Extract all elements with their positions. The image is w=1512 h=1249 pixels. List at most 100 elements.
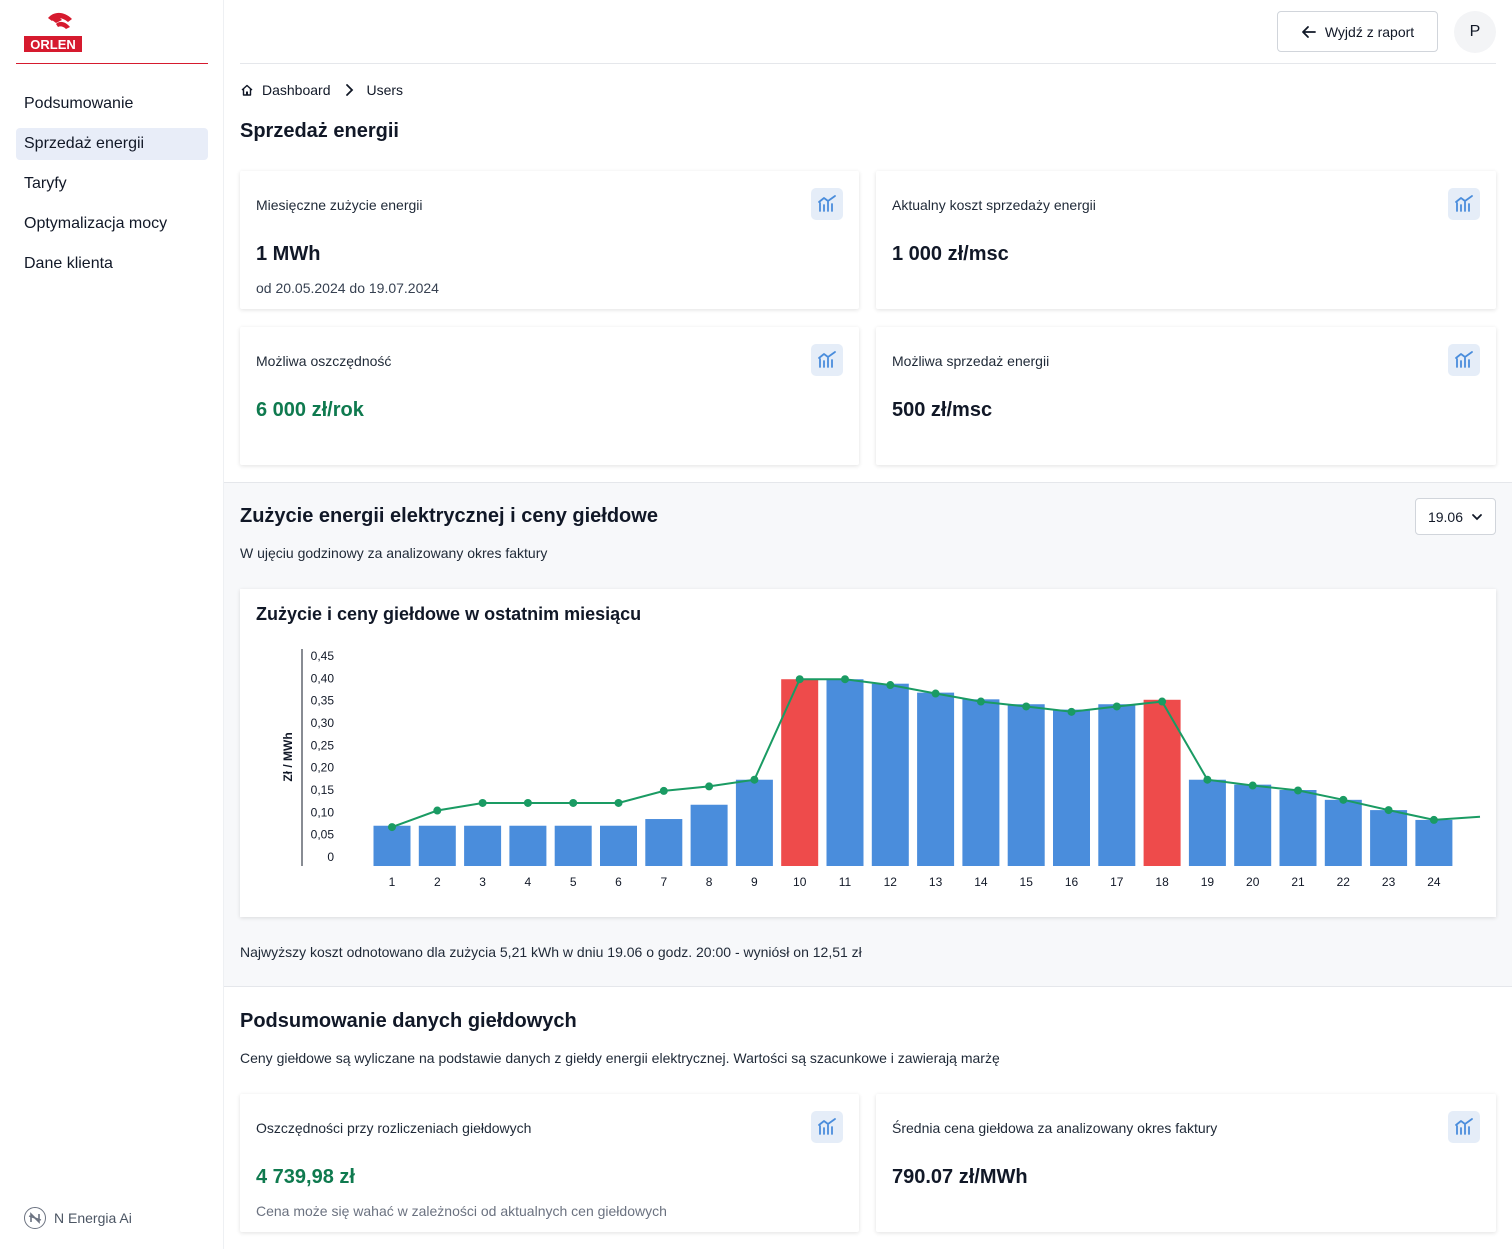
home-icon[interactable] [240, 83, 254, 97]
footer-brand-label: N Energia Ai [54, 1210, 132, 1226]
avatar[interactable]: P [1454, 11, 1496, 53]
card-current-cost: Aktualny koszt sprzedaży energii 1 000 z… [876, 171, 1496, 309]
price-point [1294, 786, 1302, 795]
arrow-left-icon [1301, 25, 1316, 38]
chart-icon[interactable] [811, 344, 843, 376]
chart-bar [1188, 779, 1226, 866]
price-point [795, 675, 804, 684]
chart-bar [1007, 704, 1045, 866]
exit-report-button[interactable]: Wyjdź z raport [1277, 11, 1438, 52]
card-stock-savings: Oszczędności przy rozliczeniach giełdowy… [240, 1094, 859, 1232]
x-tick-label: 2 [434, 875, 441, 889]
date-select-value: 19.06 [1427, 508, 1464, 525]
card-label: Miesięczne zużycie energii [256, 197, 423, 213]
sidebar-item-dane-klienta[interactable]: Dane klienta [24, 255, 113, 272]
x-tick-label: 3 [479, 875, 486, 889]
card-average-stock-price: Średnia cena giełdowa za analizowany okr… [876, 1094, 1496, 1232]
x-tick-label: 4 [525, 875, 532, 889]
card-label: Średnia cena giełdowa za analizowany okr… [892, 1120, 1218, 1136]
chart-icon[interactable] [1448, 1111, 1480, 1143]
stock-section-title: Podsumowanie danych giełdowych [240, 1010, 577, 1032]
price-point [750, 775, 759, 784]
price-point [705, 782, 714, 791]
x-tick-label: 21 [1291, 875, 1305, 889]
chart-bar [373, 825, 411, 866]
x-tick-label: 9 [751, 875, 758, 889]
sidebar-nav: Podsumowanie Sprzedaż energii Taryfy Opt… [16, 88, 208, 288]
card-possible-sale: Możliwa sprzedaż energii 500 zł/msc [876, 327, 1496, 465]
breadcrumb-dashboard[interactable]: Dashboard [262, 82, 331, 98]
footer-brand: N Energia Ai [24, 1207, 132, 1229]
x-tick-label: 18 [1155, 875, 1169, 889]
x-tick-label: 8 [706, 875, 713, 889]
chart-bar [645, 819, 683, 866]
card-value: 500 zł/msc [892, 399, 993, 421]
breadcrumb-users[interactable]: Users [366, 82, 404, 98]
x-tick-label: 24 [1427, 875, 1441, 889]
chart-bar [917, 692, 955, 866]
date-select[interactable]: 19.06 [1415, 498, 1496, 535]
chart-icon[interactable] [1448, 188, 1480, 220]
price-point [1158, 697, 1167, 706]
price-point [1339, 795, 1348, 804]
x-tick-label: 19 [1201, 875, 1215, 889]
chart-title: Zużycie i ceny giełdowe w ostatnim miesi… [256, 604, 642, 624]
x-tick-label: 1 [389, 875, 396, 889]
chart-bar [554, 825, 592, 866]
y-tick-label: 0,40 [311, 671, 335, 685]
price-point [523, 798, 532, 807]
x-tick-label: 12 [884, 875, 898, 889]
price-point [569, 798, 578, 807]
y-tick-label: 0 [327, 850, 334, 864]
card-value: 4 739,98 zł [256, 1166, 355, 1188]
x-tick-label: 10 [793, 875, 807, 889]
chart-bar [1053, 709, 1090, 866]
usage-chart: 0 0,05 0,10 0,15 0,20 0,25 0,30 0,35 0,40 0,45 Zł … [281, 649, 1481, 889]
price-point [1429, 815, 1438, 824]
price-point [1112, 702, 1121, 711]
chart-icon[interactable] [1448, 344, 1480, 376]
sidebar-item-podsumowanie[interactable]: Podsumowanie [24, 95, 134, 112]
y-tick-label: 0,30 [311, 716, 335, 730]
sidebar-item-optymalizacja-mocy[interactable]: Optymalizacja mocy [24, 215, 168, 232]
y-tick-label: 0,35 [311, 694, 335, 708]
x-tick-label: 23 [1382, 875, 1396, 889]
price-point [1384, 806, 1393, 815]
chart-bar [871, 683, 909, 866]
y-tick-label: 0,15 [311, 783, 335, 797]
price-point [1203, 775, 1212, 784]
card-subtext: Cena może się wahać w zależności od aktu… [256, 1203, 667, 1219]
sidebar-item-sprzedaz-energii[interactable]: Sprzedaż energii [16, 128, 208, 160]
card-label: Możliwa oszczędność [256, 353, 392, 369]
card-value: 1 000 zł/msc [892, 243, 1009, 265]
x-tick-label: 11 [839, 875, 852, 889]
card-possible-savings: Możliwa oszczędność 6 000 zł/rok [240, 327, 859, 465]
y-tick-label: 0,05 [311, 828, 335, 842]
y-tick-label: 0,45 [311, 649, 335, 663]
price-point [886, 681, 895, 690]
logo-text: ORLEN [30, 37, 76, 52]
chart-bar [464, 825, 502, 866]
price-point [841, 675, 849, 684]
exit-report-label: Wyjdź z raport [1324, 23, 1415, 40]
chart-bar [690, 804, 728, 866]
x-tick-label: 22 [1337, 875, 1351, 889]
y-axis-label: Zł / MWh [281, 732, 295, 781]
y-tick-label: 0,10 [311, 805, 335, 819]
x-tick-label: 16 [1065, 875, 1079, 889]
chart-icon[interactable] [811, 188, 843, 220]
sidebar: ORLEN Podsumowanie Sprzedaż energii Tary… [0, 0, 224, 1249]
price-point [478, 798, 487, 807]
x-tick-label: 17 [1110, 875, 1124, 889]
price-point [931, 689, 940, 698]
card-label: Możliwa sprzedaż energii [892, 353, 1050, 369]
orlen-logo[interactable]: ORLEN [22, 10, 84, 54]
card-monthly-consumption: Miesięczne zużycie energii 1 MWh od 20.0… [240, 171, 859, 309]
x-tick-label: 6 [615, 875, 622, 889]
chart-bar [1370, 810, 1408, 866]
card-value: 790.07 zł/MWh [892, 1166, 1028, 1188]
chart-icon[interactable] [811, 1111, 843, 1143]
chart-bar [962, 699, 1000, 866]
sidebar-item-taryfy[interactable]: Taryfy [24, 175, 67, 192]
x-tick-label: 15 [1020, 875, 1034, 889]
